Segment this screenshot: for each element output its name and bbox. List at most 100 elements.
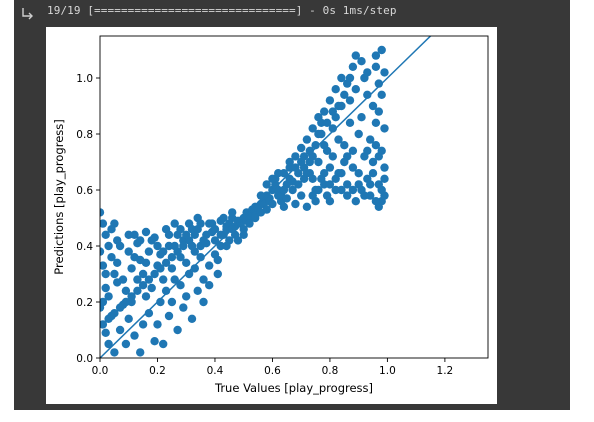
scatter-point	[256, 191, 266, 200]
scatter-point	[322, 118, 332, 128]
scatter-point	[159, 339, 168, 349]
scatter-point	[179, 241, 188, 251]
scatter-point	[345, 96, 355, 105]
scatter-point	[179, 303, 188, 312]
scatter-point	[351, 51, 360, 60]
scatter-point	[193, 225, 202, 234]
scatter-point	[343, 191, 352, 200]
scatter-point	[113, 258, 122, 267]
scatter-point	[161, 258, 171, 267]
scatter-point	[182, 230, 191, 239]
scatter-point	[153, 241, 162, 251]
x-tick-label: 1.0	[379, 365, 396, 377]
scatter-point	[107, 225, 116, 234]
scatter-point	[167, 264, 177, 273]
scatter-point	[138, 269, 148, 279]
scatter-point	[144, 247, 154, 256]
y-tick-label: 0.0	[76, 353, 93, 365]
scatter-point	[302, 169, 312, 178]
scatter-point	[104, 292, 113, 301]
scatter-point	[121, 286, 131, 295]
scatter-points	[100, 36, 432, 358]
scatter-point	[320, 169, 329, 178]
scatter-point	[133, 275, 142, 284]
scatter-point	[184, 269, 194, 279]
scatter-point	[377, 90, 386, 99]
scatter-point	[366, 191, 375, 200]
scatter-point	[345, 118, 355, 128]
scatter-point	[156, 264, 165, 273]
scatter-point	[159, 247, 168, 256]
output-arrow-icon[interactable]	[20, 6, 36, 22]
scatter-point	[164, 311, 174, 321]
scatter-point	[308, 174, 317, 183]
scatter-point	[374, 79, 383, 88]
scatter-point	[308, 124, 317, 133]
scatter-point	[100, 261, 108, 270]
scatter-point	[101, 230, 110, 239]
scatter-point	[187, 241, 197, 251]
scatter-point	[100, 297, 108, 307]
scatter-point	[380, 68, 389, 77]
scatter-point	[351, 197, 360, 206]
scatter-point	[371, 51, 381, 60]
scatter-point	[115, 303, 125, 312]
scatter-point	[124, 314, 133, 323]
x-tick-label: 0.4	[207, 365, 224, 377]
x-axis-label: True Values [play_progress]	[214, 381, 373, 395]
scatter-point	[161, 286, 171, 295]
scatter-point	[159, 275, 168, 284]
scatter-point	[363, 146, 372, 155]
y-tick-label: 0.2	[76, 297, 93, 309]
scatter-point	[345, 73, 355, 83]
scatter-point	[187, 314, 197, 323]
scatter-point	[164, 230, 174, 239]
scatter-point	[357, 57, 366, 66]
scatter-point	[239, 230, 248, 239]
scatter-point	[363, 90, 372, 99]
scatter-point	[291, 199, 300, 209]
scatter-point	[274, 169, 283, 178]
scatter-point	[133, 286, 142, 295]
scatter-point	[348, 146, 358, 155]
scatter-point	[368, 169, 378, 178]
scatter-point	[110, 348, 119, 357]
scatter-point	[104, 339, 113, 349]
scatter-point	[107, 253, 116, 262]
scatter-point	[282, 194, 291, 203]
scatter-point	[354, 180, 363, 189]
x-tick-label: 0.0	[92, 365, 109, 377]
scatter-point	[328, 107, 337, 116]
scatter-point	[167, 253, 177, 262]
y-axis-label: Predictions [play_progress]	[52, 119, 66, 275]
scatter-point	[325, 180, 335, 189]
scatter-point	[138, 281, 148, 290]
scatter-point	[305, 146, 314, 155]
scatter-point	[311, 141, 320, 150]
scatter-point	[334, 101, 343, 111]
scatter-point	[233, 236, 243, 245]
scatter-point	[368, 157, 378, 167]
scatter-point	[368, 101, 378, 111]
scatter-point	[115, 241, 125, 251]
scatter-point	[205, 261, 214, 270]
scatter-point	[222, 241, 231, 251]
scatter-point	[104, 241, 113, 251]
scatter-point	[196, 253, 205, 262]
scatter-point	[294, 180, 303, 189]
scatter-point	[351, 85, 360, 94]
scatter-point	[340, 90, 349, 99]
identity-line	[100, 36, 432, 358]
scatter-point	[285, 157, 294, 167]
scatter-point	[156, 297, 165, 307]
scatter-point	[357, 113, 366, 122]
scatter-point	[285, 174, 294, 183]
scatter-point	[170, 219, 179, 228]
scatter-point	[371, 141, 381, 150]
scatter-point	[182, 258, 191, 267]
scatter-point	[150, 269, 159, 279]
x-tick-label: 0.2	[149, 365, 166, 377]
scatter-point	[193, 286, 202, 295]
scatter-point	[262, 180, 271, 189]
scatter-point	[199, 275, 208, 284]
